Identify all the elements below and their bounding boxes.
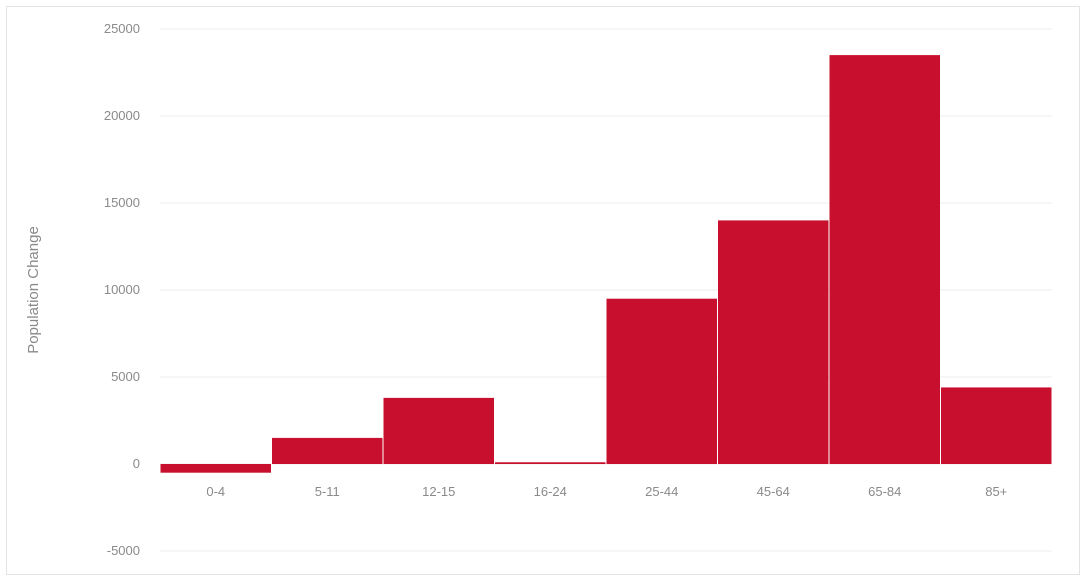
y-tick-label: 5000 [111, 369, 140, 384]
x-tick-label: 45-64 [757, 484, 790, 499]
y-tick-label: 10000 [104, 282, 140, 297]
y-tick-label: 15000 [104, 195, 140, 210]
x-tick-label: 12-15 [422, 484, 455, 499]
y-tick-label: 25000 [104, 21, 140, 36]
y-tick-label: 20000 [104, 108, 140, 123]
bar-5-11 [272, 437, 383, 464]
y-tick-label: -5000 [107, 543, 140, 558]
y-axis-ticks: 25000 20000 15000 10000 5000 0 -5000 [104, 21, 140, 558]
y-axis-title: Population Change [25, 226, 42, 354]
bar-0-4 [160, 464, 271, 473]
bar-25-44 [606, 298, 717, 464]
bars [160, 55, 1052, 473]
bar-16-24 [495, 462, 606, 464]
x-tick-label: 25-44 [645, 484, 678, 499]
x-tick-label: 0-4 [206, 484, 225, 499]
x-tick-label: 5-11 [315, 484, 340, 499]
x-axis-ticks: 0-4 5-11 12-15 16-24 25-44 45-64 65-84 85+ [206, 484, 1007, 499]
bar-45-64 [718, 220, 829, 464]
x-tick-label: 65-84 [868, 484, 901, 499]
bar-65-84 [829, 55, 940, 464]
y-tick-label: 0 [133, 456, 140, 471]
bar-12-15 [383, 397, 494, 464]
x-tick-label: 85+ [985, 484, 1007, 499]
bar-85+ [941, 387, 1052, 464]
x-tick-label: 16-24 [534, 484, 567, 499]
